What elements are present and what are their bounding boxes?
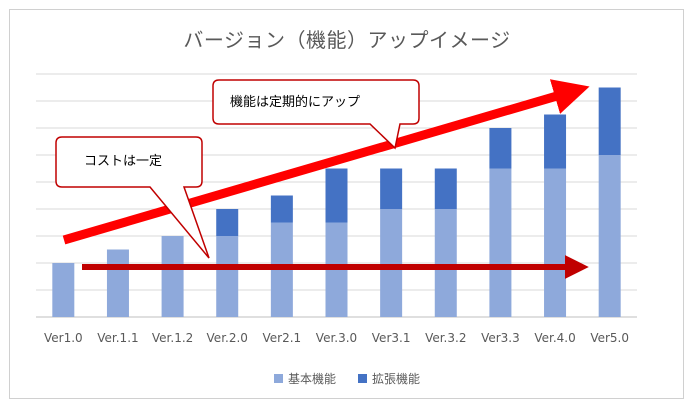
bar-extended xyxy=(544,114,567,169)
x-tick-label: Ver5.0 xyxy=(590,331,629,345)
growth-arrow xyxy=(62,79,590,245)
callout-cost-text: コストは一定 xyxy=(84,154,162,169)
bar-extended xyxy=(434,168,457,209)
legend-swatch-extended xyxy=(358,374,367,383)
x-tick-label: Ver.2.0 xyxy=(207,331,248,345)
bar-basic xyxy=(216,236,239,317)
callout-function-box xyxy=(212,79,420,150)
bar-extended xyxy=(216,209,239,236)
bar-basic xyxy=(434,209,457,317)
bar-basic xyxy=(380,209,403,317)
callout-function-text: 機能は定期的にアップ xyxy=(230,94,360,110)
x-tick-label: Ver1.0 xyxy=(44,331,83,345)
x-tick-label: Ver.1.2 xyxy=(152,331,193,345)
bar-extended xyxy=(270,195,293,223)
bar-extended xyxy=(489,128,512,169)
bar-basic xyxy=(161,236,184,317)
legend-item-basic: 基本機能 xyxy=(273,370,336,387)
bar-extended xyxy=(380,168,403,209)
legend-label-extended: 拡張機能 xyxy=(372,372,421,386)
legend-item-extended: 拡張機能 xyxy=(358,370,420,387)
x-tick-label: Ver.3.0 xyxy=(316,331,357,345)
bar-extended xyxy=(325,168,348,223)
bar-extended xyxy=(598,87,621,155)
x-tick-label: Ver3.3 xyxy=(481,331,520,345)
x-tick-label: Ver.4.0 xyxy=(534,331,575,345)
bar-basic xyxy=(106,249,129,317)
legend-swatch-basic xyxy=(273,374,283,383)
x-tick-label: Ver.3.2 xyxy=(425,331,466,345)
x-tick-label: Ver2.1 xyxy=(263,331,302,345)
bar-basic xyxy=(598,155,621,317)
bar-basic xyxy=(52,263,75,317)
legend-label-basic: 基本機能 xyxy=(287,372,336,386)
x-tick-label: Ver3.1 xyxy=(372,331,411,345)
bar-basic xyxy=(489,168,512,317)
chart-title: バージョン（機能）アップイメージ xyxy=(183,28,511,52)
bar-basic xyxy=(544,168,567,317)
x-tick-label: Ver.1.1 xyxy=(97,331,138,345)
callout-cost-box xyxy=(55,136,210,259)
bars xyxy=(52,87,621,317)
legend: 基本機能 拡張機能 xyxy=(0,370,694,387)
x-tick-labels: Ver1.0 Ver.1.1 Ver.1.2 Ver.2.0 Ver2.1 Ver.3.0… xyxy=(44,331,629,345)
